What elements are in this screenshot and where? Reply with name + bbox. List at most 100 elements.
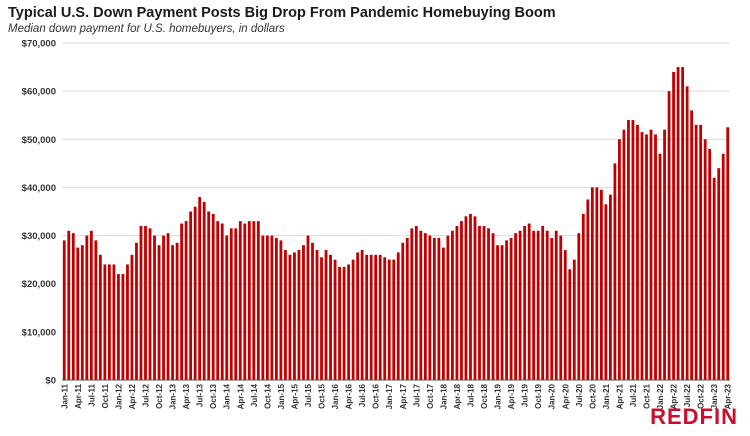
x-tick-label: Jul-13 <box>196 383 205 407</box>
bar <box>622 129 626 380</box>
y-tick-label: $30,000 <box>22 231 56 242</box>
bar <box>478 225 481 380</box>
bar <box>356 252 360 380</box>
x-tick-label: Apr-15 <box>290 383 299 409</box>
bar <box>690 110 694 381</box>
bar <box>67 230 71 380</box>
x-tick-label: Jan-11 <box>60 383 69 408</box>
bar <box>347 264 351 380</box>
x-tick-label: Jul-21 <box>629 383 638 407</box>
bar <box>681 67 685 381</box>
bar <box>496 245 499 380</box>
x-tick-label: Apr-14 <box>236 383 245 409</box>
y-tick-label: $70,000 <box>22 39 56 50</box>
bar <box>71 233 75 380</box>
x-tick-label: Jan-18 <box>439 383 448 409</box>
bar <box>320 257 323 380</box>
bar <box>238 221 242 380</box>
bar <box>121 274 125 380</box>
x-tick-label: Oct-13 <box>209 383 218 408</box>
bar <box>76 247 80 380</box>
bar <box>392 259 396 380</box>
bar <box>333 259 337 380</box>
x-tick-label: Jan-23 <box>710 383 719 409</box>
bar <box>590 187 594 380</box>
bar <box>329 254 332 380</box>
bar <box>211 213 215 380</box>
bar <box>288 254 292 380</box>
bar <box>202 201 206 380</box>
x-tick-label: Jul-15 <box>304 383 313 407</box>
bar <box>618 139 621 380</box>
bar <box>712 177 716 380</box>
bar <box>676 67 680 381</box>
bar <box>527 223 531 380</box>
redfin-logo: REDFIN <box>650 404 738 430</box>
x-tick-label: Apr-16 <box>345 383 354 409</box>
bar <box>112 264 116 380</box>
bar <box>469 213 472 380</box>
x-tick-label: Jul-16 <box>358 383 367 407</box>
bar <box>446 235 450 380</box>
bar <box>473 216 477 380</box>
x-tick-label: Oct-12 <box>155 383 164 408</box>
bar <box>441 247 445 380</box>
x-tick-label: Jul-12 <box>142 383 151 407</box>
x-tick-label: Jan-15 <box>277 383 286 409</box>
bar <box>189 211 193 380</box>
bar <box>595 187 599 380</box>
bar <box>491 233 495 380</box>
bar <box>514 233 518 380</box>
y-tick-label: $60,000 <box>22 87 56 98</box>
bar <box>306 235 310 380</box>
bar <box>207 211 211 380</box>
chart-subtitle: Median down payment for U.S. homebuyers,… <box>8 23 285 35</box>
bar <box>351 259 355 380</box>
x-tick-label: Apr-22 <box>670 383 679 409</box>
x-tick-label: Apr-12 <box>128 383 137 409</box>
bar <box>324 250 328 380</box>
bar <box>284 250 287 380</box>
x-tick-label: Oct-17 <box>426 383 435 408</box>
bar <box>721 153 725 380</box>
bar <box>265 235 269 380</box>
y-tick-label: $40,000 <box>22 183 56 194</box>
bar <box>180 223 184 380</box>
bar <box>536 230 540 380</box>
x-tick-label: Jul-22 <box>683 383 692 407</box>
bar <box>627 120 630 381</box>
bar <box>663 129 666 380</box>
x-tick-label: Oct-21 <box>643 383 652 408</box>
bar <box>387 259 391 380</box>
bar <box>229 228 233 380</box>
bar <box>166 233 170 380</box>
bar <box>365 254 369 380</box>
x-tick-label: Jul-19 <box>521 383 530 407</box>
bar <box>428 235 432 380</box>
bar <box>451 230 454 380</box>
x-tick-label: Jan-21 <box>602 383 611 409</box>
x-tick-label: Apr-19 <box>507 383 516 409</box>
bar <box>220 223 224 380</box>
bar <box>117 274 120 380</box>
x-tick-label: Jul-14 <box>250 383 259 407</box>
bar <box>256 221 260 380</box>
bar <box>487 228 490 380</box>
x-tick-label: Oct-18 <box>480 383 489 408</box>
x-tick-label: Jan-16 <box>331 383 340 409</box>
bar <box>645 134 648 380</box>
x-tick-label: Jul-20 <box>575 383 584 407</box>
bar <box>144 225 147 380</box>
bar <box>703 139 707 380</box>
bar <box>563 250 567 380</box>
x-tick-label: Oct-19 <box>534 383 543 408</box>
bar <box>378 254 382 380</box>
bars <box>62 67 730 381</box>
x-tick-label: Jul-18 <box>466 383 475 407</box>
x-tick-label: Apr-11 <box>74 383 83 408</box>
bar <box>460 221 463 380</box>
bar <box>581 213 585 380</box>
bar <box>401 242 405 380</box>
bar <box>410 228 414 380</box>
bar <box>541 225 545 380</box>
